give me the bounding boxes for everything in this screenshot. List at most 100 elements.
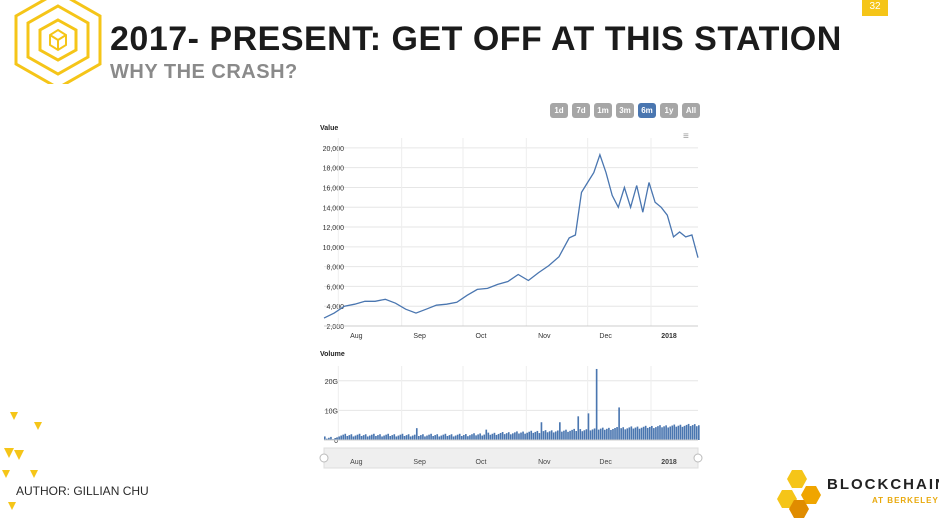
volume-bar	[673, 424, 676, 440]
volume-bar	[481, 435, 484, 440]
volume-bar	[387, 433, 389, 440]
slide-title: 2017- PRESENT: GET OFF AT THIS STATION	[110, 20, 842, 58]
navigator-tick-label: Sep	[413, 459, 426, 466]
volume-bar	[579, 429, 582, 440]
triangle-decoration-icon	[2, 412, 42, 510]
volume-bar	[587, 413, 590, 440]
volume-bar	[324, 436, 326, 440]
volume-bar	[612, 428, 614, 440]
volume-bar	[379, 434, 381, 440]
volume-bar	[452, 436, 455, 440]
volume-bar	[589, 430, 592, 440]
volume-bar	[422, 434, 424, 440]
volume-bar	[661, 427, 663, 440]
volume-bar	[536, 430, 539, 440]
volume-bar	[456, 434, 459, 440]
price-tick-label: 18,000	[323, 166, 345, 173]
volume-bar	[403, 436, 406, 440]
volume-bar	[458, 433, 461, 440]
volume-bar	[371, 434, 373, 440]
volume-bar	[375, 436, 377, 440]
volume-bar	[595, 368, 598, 440]
volume-bar	[460, 436, 463, 440]
volume-bar	[632, 428, 635, 440]
volume-bar	[610, 429, 612, 440]
volume-bar	[548, 431, 551, 440]
volume-bar	[407, 434, 410, 440]
volume-bar	[628, 427, 631, 440]
navigator-tick-label: 2018	[661, 459, 677, 466]
volume-bar	[636, 426, 639, 440]
volume-bar	[356, 434, 359, 440]
range-button-all[interactable]: All	[682, 103, 700, 118]
volume-bar	[338, 436, 340, 440]
volume-bar	[528, 431, 531, 440]
volume-bar	[399, 434, 402, 440]
volume-bar	[567, 431, 569, 440]
volume-bar	[326, 438, 328, 440]
volume-bar	[534, 431, 537, 440]
volume-bar	[544, 430, 547, 440]
range-button-6m[interactable]: 6m	[638, 103, 656, 118]
volume-bar	[526, 432, 528, 440]
volume-bar	[487, 432, 490, 440]
volume-bar	[373, 433, 375, 440]
volume-bar	[342, 434, 345, 440]
volume-bar	[471, 434, 473, 440]
range-selector: 1d 7d 1m 3m 6m 1y All	[550, 103, 700, 118]
volume-bar	[687, 423, 690, 440]
range-button-3m[interactable]: 3m	[616, 103, 634, 118]
volume-bar	[514, 432, 516, 440]
volume-bar	[569, 430, 571, 440]
volume-bar	[524, 433, 526, 440]
volume-bar	[411, 435, 414, 440]
volume-bar	[442, 434, 445, 440]
volume-bar	[344, 433, 347, 440]
page-number: 32	[862, 0, 888, 16]
volume-bar	[616, 427, 618, 440]
volume-bar	[364, 434, 367, 440]
volume-bar	[405, 435, 408, 440]
volume-bar	[546, 432, 549, 440]
range-button-1y[interactable]: 1y	[660, 103, 678, 118]
volume-bar	[667, 427, 669, 440]
brand-subtitle: AT BERKELEY	[872, 496, 939, 505]
volume-bar	[512, 433, 514, 440]
volume-bar	[479, 433, 481, 440]
volume-bar	[503, 434, 506, 440]
volume-bar	[665, 425, 667, 440]
navigator-tick-label: Dec	[599, 459, 612, 466]
price-tick-label: 16,000	[323, 185, 345, 192]
volume-bar	[385, 434, 387, 440]
volume-bar	[397, 435, 400, 440]
volume-bar	[581, 431, 584, 440]
price-tick-label: 14,000	[323, 205, 345, 212]
volume-bar	[330, 436, 332, 440]
range-button-1d[interactable]: 1d	[550, 103, 568, 118]
volume-bar	[638, 428, 641, 440]
range-button-1m[interactable]: 1m	[594, 103, 612, 118]
volume-bar	[583, 430, 586, 440]
volume-bar	[516, 431, 518, 440]
volume-bar	[520, 432, 522, 440]
volume-bar	[648, 426, 651, 440]
brand-logo: BLOCKCHAIN AT BERKELEY	[772, 466, 939, 522]
volume-bar	[507, 432, 510, 440]
volume-bar	[599, 428, 602, 440]
volume-bar	[501, 432, 504, 440]
range-button-7d[interactable]: 7d	[572, 103, 590, 118]
volume-bar	[601, 427, 604, 440]
volume-bar	[530, 430, 533, 440]
volume-bar	[426, 435, 428, 440]
volume-bar	[650, 425, 653, 440]
volume-bar	[393, 434, 396, 440]
volume-bar	[540, 422, 543, 440]
volume-bar	[409, 436, 412, 440]
volume-bar	[475, 435, 477, 440]
volume-bar	[467, 436, 469, 440]
volume-bar	[362, 435, 365, 440]
volume-bar	[542, 431, 545, 440]
volume-bar	[391, 435, 394, 440]
author-credit: AUTHOR: GILLIAN CHU	[16, 484, 149, 498]
volume-bar	[685, 424, 688, 440]
